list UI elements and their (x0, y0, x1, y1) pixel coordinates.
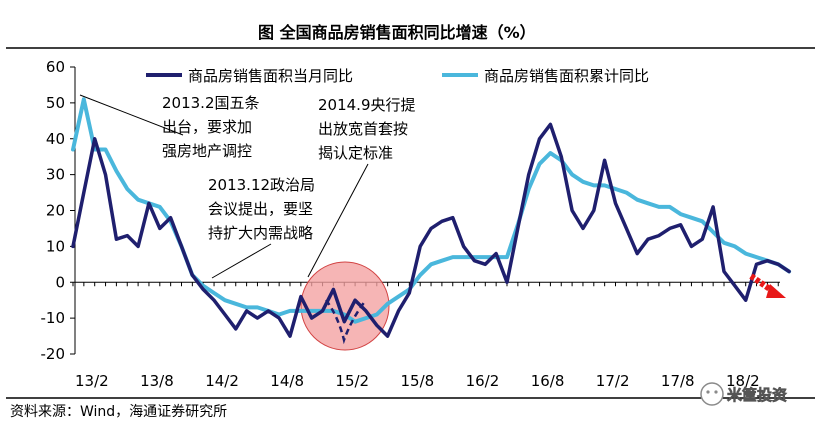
annotation-text: 出台，要求加 (162, 118, 252, 136)
annotation-text: 揭认定标准 (318, 144, 393, 162)
watermark: 米筐投资 (700, 382, 787, 406)
y-tick-label: 30 (46, 166, 65, 184)
annotation-text: 2013.2国五条 (162, 94, 260, 112)
monthly-dashed-segment (324, 299, 367, 345)
annotation-2013-12: 2013.12政治局 会议提出，要坚 持扩大内需战略 (208, 176, 315, 279)
annotation-text: 2013.12政治局 (208, 176, 315, 194)
x-tick-label: 16/8 (531, 372, 565, 390)
y-tick-label: -20 (41, 345, 66, 363)
x-tick-label: 15/2 (335, 372, 369, 390)
x-tick-label: 13/2 (75, 372, 109, 390)
x-tick-label: 15/8 (401, 372, 435, 390)
trend-arrow (749, 273, 786, 298)
x-tick-label: 17/2 (596, 372, 630, 390)
x-tick-label: 17/8 (661, 372, 695, 390)
y-tick-label: 40 (46, 130, 65, 148)
watermark-text: 米筐投资 (727, 386, 787, 404)
x-tick-label: 14/2 (205, 372, 239, 390)
highlight-circle (300, 261, 390, 351)
annotation-text: 持扩大内需战略 (208, 224, 313, 242)
annotation-2013-2: 2013.2国五条 出台，要求加 强房地产调控 (79, 94, 260, 160)
y-tick-label: 60 (46, 58, 65, 76)
annotation-2014-9: 2014.9央行提 出放宽首套按 揭认定标准 (307, 96, 416, 278)
y-tick-label: 10 (46, 237, 65, 255)
x-axis: 13/2 13/8 14/2 14/8 15/2 15/8 16/2 16/8 17/2 17/8… (72, 281, 780, 390)
legend: 商品房销售面积当月同比 商品房销售面积累计同比 (146, 67, 649, 85)
x-tick-label: 14/8 (270, 372, 304, 390)
x-tick-label: 16/2 (466, 372, 500, 390)
y-tick-label: 0 (55, 273, 65, 291)
y-tick-label: 50 (46, 94, 65, 112)
watermark-logo-icon (700, 382, 724, 406)
annotation-text: 2014.9央行提 (318, 96, 416, 114)
annotation-text: 强房地产调控 (162, 142, 252, 160)
chart-title: 图 全国商品房销售面积同比增速（%） (258, 23, 536, 42)
x-tick-label: 13/8 (140, 372, 174, 390)
y-axis: 60 50 40 30 20 10 0 -10 -20 (41, 58, 76, 363)
annotation-text: 出放宽首套按 (318, 120, 408, 138)
annotation-text: 会议提出，要坚 (208, 200, 313, 218)
legend-label-cumulative: 商品房销售面积累计同比 (484, 67, 649, 85)
x-tick-label: 18/2 (726, 372, 760, 390)
y-tick-label: 20 (46, 202, 65, 220)
series-line-monthly-yoy (71, 122, 791, 338)
source-note: 资料来源：Wind，海通证券研究所 (10, 404, 227, 420)
legend-label-monthly: 商品房销售面积当月同比 (188, 67, 353, 85)
y-tick-label: -10 (41, 309, 66, 327)
